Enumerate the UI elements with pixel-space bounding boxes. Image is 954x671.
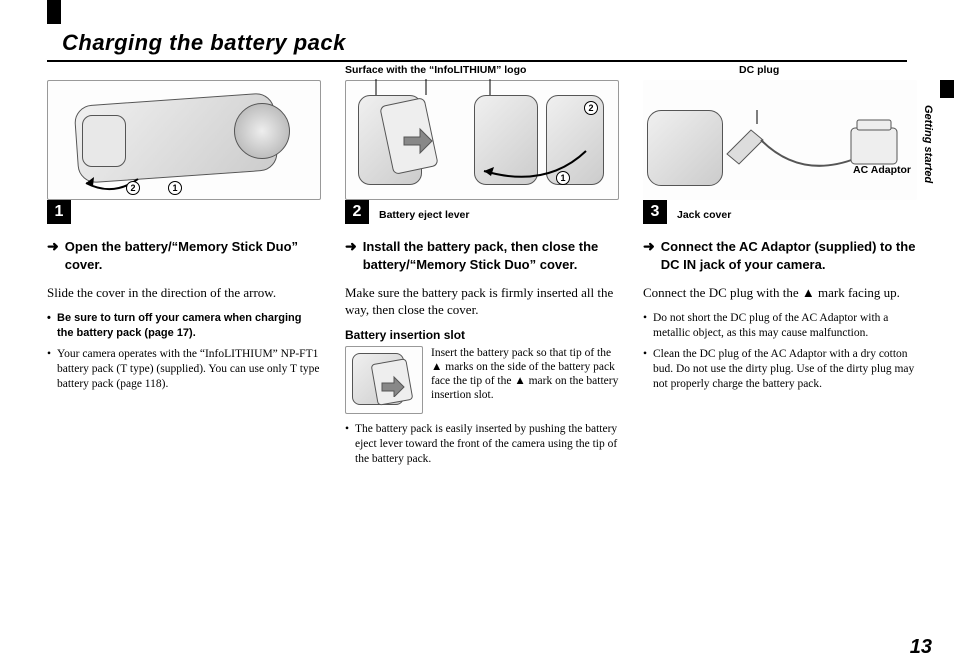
label-dc-plug: DC plug (739, 64, 779, 76)
illustration-step1: 1 2 (47, 80, 321, 200)
content-columns: 1 2 1 ➜ Open the battery/“Memory Stick D… (47, 80, 917, 473)
step3-heading-text: Connect the AC Adaptor (supplied) to the… (661, 238, 917, 274)
top-accent-bar (47, 0, 61, 24)
step1-heading-text: Open the battery/“Memory Stick Duo” cove… (65, 238, 321, 274)
step1-note-bold: Be sure to turn off your camera when cha… (47, 311, 321, 341)
step2-note-1: The battery pack is easily inserted by p… (345, 422, 619, 467)
step-number-2: 2 (345, 200, 369, 224)
arrow-icon: ➜ (47, 238, 59, 274)
subhead-battery-slot: Battery insertion slot (345, 328, 619, 342)
step2-notes: The battery pack is easily inserted by p… (345, 422, 619, 467)
step2-heading-text: Install the battery pack, then close the… (363, 238, 619, 274)
step3-heading: ➜ Connect the AC Adaptor (supplied) to t… (643, 238, 917, 274)
step2-row: 2 Battery eject lever (345, 198, 619, 224)
caption-battery-eject-lever: Battery eject lever (379, 209, 469, 224)
illustration-step3: DC plug AC Adaptor (643, 80, 917, 200)
step3-notes: Do not short the DC plug of the AC Adapt… (643, 311, 917, 392)
callout-circle-2: 2 (126, 181, 140, 195)
step2-body: Make sure the battery pack is firmly ins… (345, 284, 619, 318)
column-1: 1 2 1 ➜ Open the battery/“Memory Stick D… (47, 80, 321, 473)
step-number-3: 3 (643, 200, 667, 224)
step1-row: 1 (47, 198, 321, 224)
step3-note-1: Do not short the DC plug of the AC Adapt… (643, 311, 917, 341)
callout-circle-1b: 1 (556, 171, 570, 185)
step1-heading: ➜ Open the battery/“Memory Stick Duo” co… (47, 238, 321, 274)
step1-note-2: Your camera operates with the “InfoLITHI… (47, 347, 321, 392)
step3-note-2: Clean the DC plug of the AC Adaptor with… (643, 347, 917, 392)
inset-illustration (345, 346, 423, 414)
callout-circle-1: 1 (168, 181, 182, 195)
inset-text: Insert the battery pack so that tip of t… (431, 346, 619, 414)
step3-body: Connect the DC plug with the ▲ mark faci… (643, 284, 917, 301)
label-ac-adaptor: AC Adaptor (853, 164, 911, 176)
page-number: 13 (910, 636, 932, 659)
arrow-icon: ➜ (345, 238, 357, 274)
arrow-icon: ➜ (643, 238, 655, 274)
label-infolithium-surface: Surface with the “InfoLITHIUM” logo (345, 64, 526, 76)
caption-jack-cover: Jack cover (677, 209, 731, 224)
step1-notes: Be sure to turn off your camera when cha… (47, 311, 321, 392)
section-side-label: Getting started (922, 105, 934, 183)
side-thumb-tab (940, 80, 954, 98)
callout-circle-2b: 2 (584, 101, 598, 115)
step-number-1: 1 (47, 200, 71, 224)
inset-battery-slot: Insert the battery pack so that tip of t… (345, 346, 619, 414)
illustration-step2: 2 1 (345, 80, 619, 200)
column-3: DC plug AC Adaptor 3 Jack cover ➜ (643, 80, 917, 473)
title-underline (47, 60, 907, 62)
page-title: Charging the battery pack (62, 30, 346, 56)
step1-body: Slide the cover in the direction of the … (47, 284, 321, 301)
step2-heading: ➜ Install the battery pack, then close t… (345, 238, 619, 274)
step3-row: 3 Jack cover (643, 198, 917, 224)
column-2: Surface with the “InfoLITHIUM” logo 2 1 (345, 80, 619, 473)
